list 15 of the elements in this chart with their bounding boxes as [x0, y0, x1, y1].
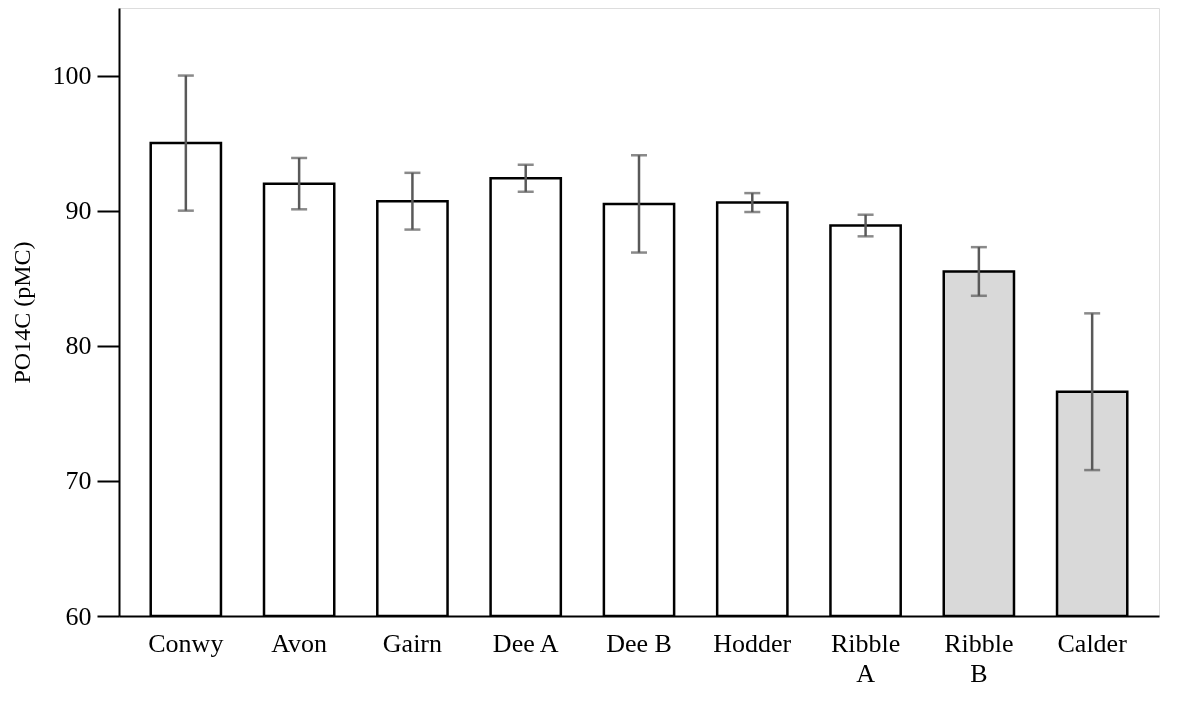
x-tick-label: Dee B	[606, 628, 672, 658]
x-tick-label: Calder	[1057, 628, 1128, 658]
y-tick-label: 70	[65, 466, 92, 496]
y-tick-label: 90	[65, 196, 92, 226]
y-tick-label: 60	[65, 601, 92, 631]
x-tick-label: Hodder	[713, 628, 792, 658]
x-tick-label: Ribble A	[830, 628, 901, 688]
x-tick-label: Conwy	[148, 628, 224, 658]
x-tick-label: Ribble B	[944, 628, 1014, 688]
x-tick-label: Gairn	[382, 628, 443, 658]
x-tick-label: Avon	[271, 628, 328, 658]
y-tick-label: 100	[52, 61, 92, 91]
y-axis-title: PO14C (pMC)	[8, 241, 35, 384]
y-tick-label: 80	[65, 331, 92, 361]
x-tick-label: Dee A	[492, 628, 559, 658]
